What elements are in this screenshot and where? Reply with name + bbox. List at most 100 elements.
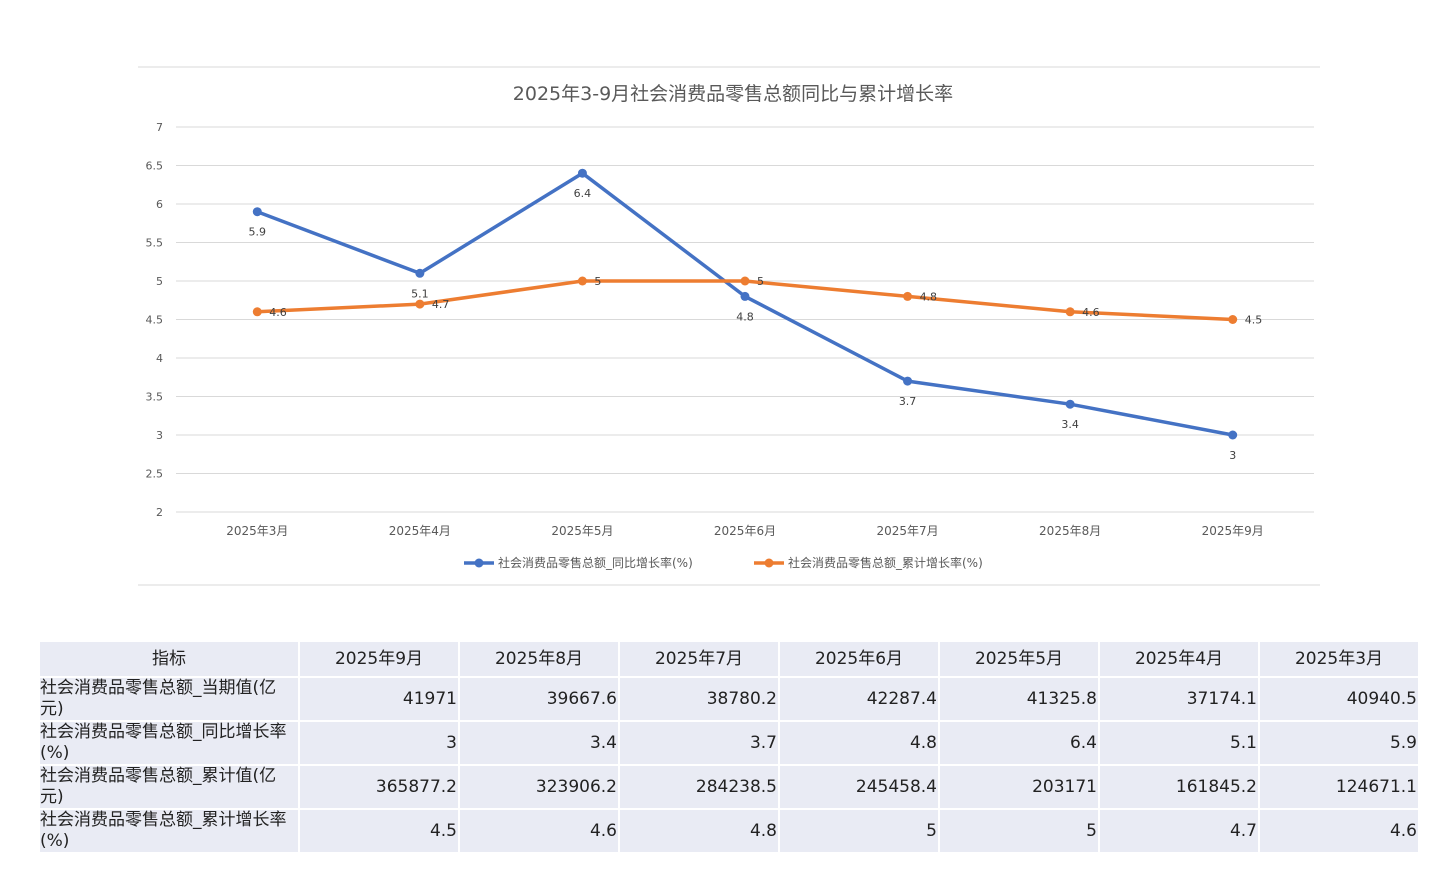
table-cell: 365877.2	[300, 766, 458, 808]
table-cell: 38780.2	[620, 678, 778, 720]
series-lines: 5.9 5.1 6.4 4.8 3.7 3.4 3 4.6 4.7 5 5 4.8 4.6 4.5	[249, 168, 1263, 462]
data-point	[415, 268, 425, 278]
x-tick-label: 2025年8月	[1039, 524, 1101, 538]
table-row: 社会消费品零售总额_同比增长率(%) 3 3.4 3.7 4.8 6.4 5.1…	[40, 722, 1418, 764]
table-cell: 3.4	[460, 722, 618, 764]
data-label: 5.9	[249, 226, 267, 239]
data-point	[577, 276, 587, 286]
legend-label: 社会消费品零售总额_同比增长率(%)	[498, 555, 693, 570]
table-cell: 4.7	[1100, 810, 1258, 852]
table-header-cell: 2025年5月	[940, 642, 1098, 676]
row-label: 社会消费品零售总额_累计值(亿元)	[40, 766, 298, 808]
y-tick-label: 5	[156, 275, 163, 288]
table-row: 社会消费品零售总额_累计增长率(%) 4.5 4.6 4.8 5 5 4.7 4…	[40, 810, 1418, 852]
table-cell: 39667.6	[460, 678, 618, 720]
table-cell: 3.7	[620, 722, 778, 764]
x-tick-label: 2025年7月	[876, 524, 938, 538]
data-label: 4.7	[432, 298, 450, 311]
table-cell: 3	[300, 722, 458, 764]
table-header-cell: 2025年6月	[780, 642, 938, 676]
table-row: 社会消费品零售总额_累计值(亿元) 365877.2 323906.2 2842…	[40, 766, 1418, 808]
data-label: 3	[1229, 449, 1236, 462]
y-tick-label: 4	[156, 352, 163, 365]
x-tick-label: 2025年9月	[1202, 524, 1264, 538]
row-label: 社会消费品零售总额_当期值(亿元)	[40, 678, 298, 720]
data-label: 4.6	[269, 306, 287, 319]
table-cell: 4.8	[780, 722, 938, 764]
y-tick-label: 2	[156, 506, 163, 519]
data-label: 4.8	[736, 310, 754, 323]
data-label: 3.7	[899, 395, 917, 408]
row-label: 社会消费品零售总额_累计增长率(%)	[40, 810, 298, 852]
y-tick-label: 4.5	[146, 314, 164, 327]
data-label: 5	[757, 275, 764, 288]
data-point	[252, 207, 262, 217]
table-cell: 284238.5	[620, 766, 778, 808]
data-point	[1065, 307, 1075, 317]
data-point	[740, 276, 750, 286]
row-label: 社会消费品零售总额_同比增长率(%)	[40, 722, 298, 764]
data-label: 6.4	[574, 187, 592, 200]
table-header-cell: 2025年4月	[1100, 642, 1258, 676]
legend-marker	[474, 558, 484, 568]
table-cell: 41971	[300, 678, 458, 720]
data-point	[903, 376, 913, 386]
chart-title: 2025年3-9月社会消费品零售总额同比与累计增长率	[513, 83, 953, 105]
data-point	[1228, 430, 1238, 440]
data-label: 5.1	[411, 287, 429, 300]
x-tick-label: 2025年5月	[551, 524, 613, 538]
data-label: 3.4	[1061, 418, 1079, 431]
table-header-cell: 2025年8月	[460, 642, 618, 676]
table-cell: 4.5	[300, 810, 458, 852]
data-point	[252, 307, 262, 317]
y-tick-label: 3.5	[146, 391, 164, 404]
data-label: 4.8	[920, 290, 938, 303]
data-label: 4.6	[1082, 306, 1100, 319]
table-cell: 5.1	[1100, 722, 1258, 764]
x-tick-label: 2025年3月	[226, 524, 288, 538]
table-cell: 245458.4	[780, 766, 938, 808]
chart-area: 2025年3-9月社会消费品零售总额同比与累计增长率 2 2.5 3 3.5 4 4.5 5…	[138, 66, 1320, 586]
table-cell: 5	[940, 810, 1098, 852]
data-point	[1228, 315, 1238, 324]
table-cell: 4.6	[460, 810, 618, 852]
data-label: 4.5	[1245, 314, 1263, 327]
data-point	[740, 291, 750, 301]
table-header-cell: 指标	[40, 642, 298, 676]
table-cell: 323906.2	[460, 766, 618, 808]
data-point	[577, 168, 587, 178]
table-header-cell: 2025年7月	[620, 642, 778, 676]
y-axis-ticks: 2 2.5 3 3.5 4 4.5 5 5.5 6 6.5 7	[146, 121, 164, 519]
table-row: 社会消费品零售总额_当期值(亿元) 41971 39667.6 38780.2 …	[40, 678, 1418, 720]
table-cell: 40940.5	[1260, 678, 1418, 720]
table-cell: 6.4	[940, 722, 1098, 764]
y-tick-label: 6	[156, 198, 163, 211]
legend-label: 社会消费品零售总额_累计增长率(%)	[788, 555, 983, 570]
legend-marker	[764, 558, 774, 568]
table-cell: 4.6	[1260, 810, 1418, 852]
table-header-cell: 2025年9月	[300, 642, 458, 676]
x-tick-label: 2025年6月	[714, 524, 776, 538]
x-axis-ticks: 2025年3月 2025年4月 2025年5月 2025年6月 2025年7月 2025年…	[226, 524, 1264, 538]
x-tick-label: 2025年4月	[389, 524, 451, 538]
y-tick-label: 5.5	[146, 237, 164, 250]
table-header-row: 指标 2025年9月 2025年8月 2025年7月 2025年6月 2025年…	[40, 642, 1418, 676]
y-tick-label: 2.5	[146, 468, 164, 481]
y-tick-label: 3	[156, 429, 163, 442]
table-cell: 4.8	[620, 810, 778, 852]
line-chart: 2025年3-9月社会消费品零售总额同比与累计增长率 22.533.544.55…	[138, 66, 1320, 586]
table-cell: 5.9	[1260, 722, 1418, 764]
table-cell: 203171	[940, 766, 1098, 808]
table-cell: 41325.8	[940, 678, 1098, 720]
data-point	[1065, 399, 1075, 409]
data-table: 指标 2025年9月 2025年8月 2025年7月 2025年6月 2025年…	[38, 640, 1420, 854]
table-cell: 124671.1	[1260, 766, 1418, 808]
data-point	[903, 291, 913, 301]
gridlines	[176, 126, 1314, 513]
table-cell: 37174.1	[1100, 678, 1258, 720]
y-tick-label: 6.5	[146, 160, 164, 173]
data-label: 5	[594, 275, 601, 288]
table-cell: 42287.4	[780, 678, 938, 720]
y-tick-label: 7	[156, 121, 163, 134]
data-point	[415, 299, 425, 309]
